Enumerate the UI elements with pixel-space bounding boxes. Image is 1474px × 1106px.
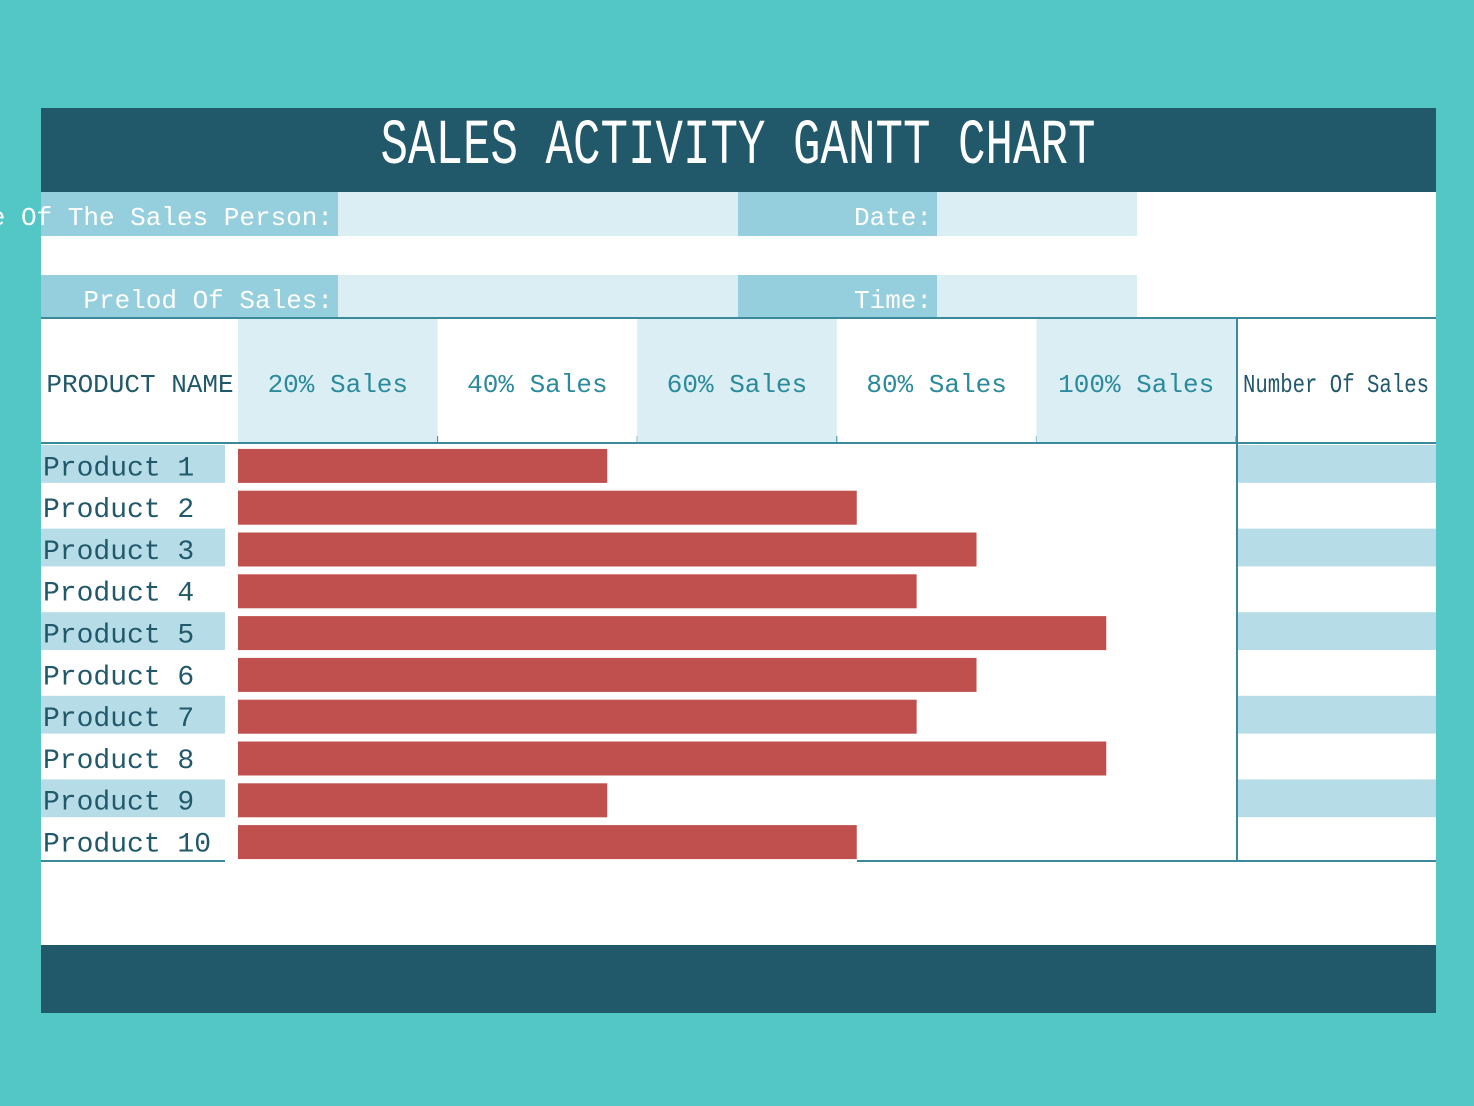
y-tick-label: Product 5: [43, 620, 194, 651]
title-band: [41, 108, 1436, 192]
footer-band: [41, 945, 1436, 1013]
row-band: [41, 779, 225, 818]
form-input[interactable]: [937, 192, 1137, 236]
bar: [238, 448, 608, 483]
row-band: [41, 528, 225, 567]
x-tick-label: 100% Sales: [1058, 370, 1214, 400]
bar: [238, 574, 917, 609]
bar: [238, 783, 608, 818]
x-tick-label: 80% Sales: [866, 370, 1006, 400]
bar: [238, 616, 1107, 651]
form-label: ame Of The Sales Person:: [0, 203, 333, 233]
bar: [238, 657, 977, 692]
form-input[interactable]: [338, 192, 738, 236]
bar: [238, 825, 857, 860]
x-tick-label: 40% Sales: [467, 370, 607, 400]
header-cell: [1036, 319, 1236, 442]
y-tick-label: Product 1: [43, 453, 194, 484]
y-tick-label: Product 6: [43, 662, 194, 693]
row-band: [41, 445, 225, 483]
form-label-cell: [738, 275, 937, 318]
form-label: Date:: [854, 203, 932, 233]
y-tick-label: Product 2: [43, 495, 194, 526]
bar: [238, 490, 857, 525]
y-tick-label: Product 10: [43, 829, 211, 860]
form-label-cell: [41, 192, 338, 236]
row-band: [1238, 528, 1436, 567]
bar: [238, 699, 917, 734]
y-tick-label: Product 9: [43, 788, 194, 819]
form-label: Prelod Of Sales:: [83, 286, 333, 316]
y-tick-label: Product 8: [43, 746, 194, 777]
row-band: [1238, 445, 1436, 483]
y-tick-label: Product 7: [43, 704, 194, 735]
y-tick-label: Product 3: [43, 537, 194, 568]
row-band: [1238, 779, 1436, 818]
x-tick-label: 20% Sales: [268, 370, 408, 400]
y-tick-label: Product 4: [43, 579, 194, 610]
row-band: [41, 612, 225, 650]
y-axis-label: PRODUCT NAME: [46, 370, 233, 400]
form-label-cell: [41, 275, 338, 318]
form-input[interactable]: [338, 275, 738, 318]
form-label: Time:: [854, 286, 932, 316]
header-cell: [238, 319, 438, 442]
bar: [238, 532, 977, 567]
bar: [238, 741, 1107, 776]
form-input[interactable]: [937, 275, 1137, 318]
chart-title: SALES ACTIVITY GANTT CHART: [381, 111, 1096, 183]
row-band: [41, 695, 225, 734]
x-tick-label: 60% Sales: [667, 370, 807, 400]
form-label-cell: [738, 192, 937, 236]
row-band: [1238, 695, 1436, 734]
row-band: [1238, 612, 1436, 650]
header-cell: [637, 319, 837, 442]
column-header: Number Of Sales: [1243, 370, 1429, 400]
